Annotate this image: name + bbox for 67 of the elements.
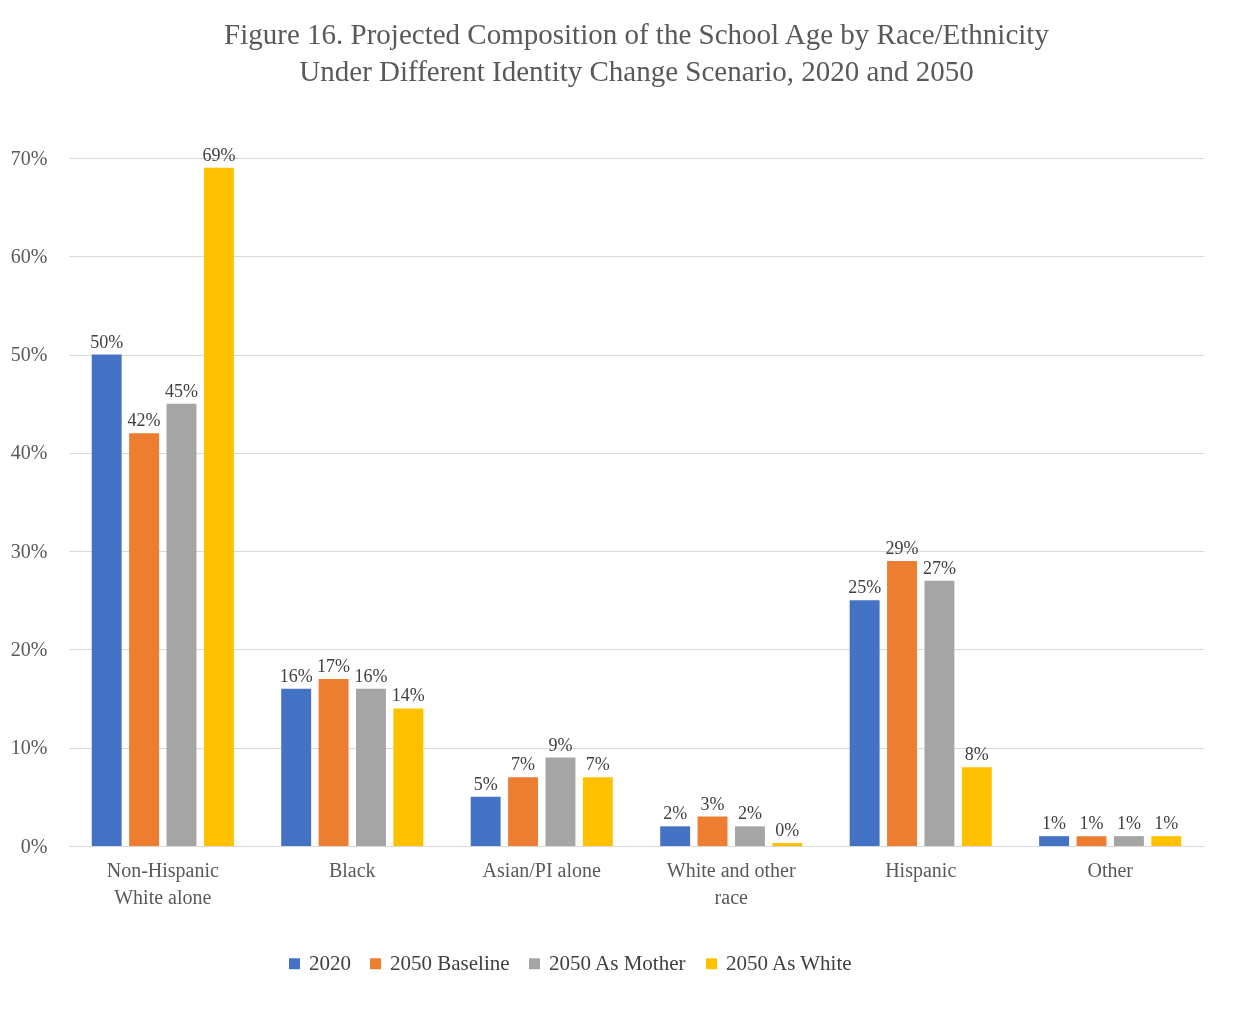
legend-label: 2050 As White: [726, 950, 852, 975]
bar: [545, 757, 576, 846]
data-label: 16%: [279, 665, 313, 686]
legend-label: 2050 As Mother: [549, 950, 686, 975]
bar: [1039, 836, 1070, 846]
data-label: 7%: [585, 754, 610, 775]
data-label: 5%: [473, 773, 498, 794]
bar: [697, 816, 728, 846]
bar: [924, 580, 955, 846]
x-tick-label: White and other race: [666, 858, 796, 908]
bar: [582, 777, 613, 846]
x-tick-label: Asian/PI alone: [482, 858, 602, 881]
y-tick-label: 20%: [10, 637, 48, 660]
bar: [166, 403, 197, 846]
data-label: 3%: [700, 793, 725, 814]
data-label: 14%: [391, 685, 425, 706]
x-tick-label: Black: [328, 858, 376, 881]
data-label: 69%: [202, 144, 236, 165]
y-tick-label: 30%: [10, 539, 48, 562]
bar: [772, 843, 803, 846]
y-tick-label: 50%: [10, 343, 48, 366]
bar: [849, 600, 880, 846]
x-tick-label: Non-Hispanic White alone: [106, 858, 220, 908]
y-tick-label: 70%: [10, 146, 48, 169]
data-label: 8%: [964, 744, 989, 765]
data-label: 2%: [663, 803, 688, 824]
data-label: 0%: [775, 820, 800, 841]
bar: [660, 826, 691, 846]
bar: [203, 167, 234, 846]
data-label: 9%: [548, 734, 573, 755]
bar: [1076, 836, 1107, 846]
data-label: 1%: [1154, 813, 1179, 834]
bar: [734, 826, 765, 846]
bar: [393, 708, 424, 846]
data-label: 7%: [511, 754, 536, 775]
legend-label: 2050 Baseline: [390, 950, 510, 975]
y-tick-label: 10%: [10, 736, 48, 759]
data-label: 1%: [1079, 813, 1104, 834]
chart-title: Figure 16. Projected Composition of the School Age by Race/Ethnicity Under Different Identity Change Scenario, 2020 and 2050: [224, 17, 1050, 87]
x-tick-label: Hispanic: [885, 858, 957, 882]
bar: [887, 560, 917, 846]
data-label: 45%: [164, 380, 198, 401]
data-label: 50%: [90, 331, 124, 352]
bar: [508, 777, 539, 846]
x-tick-label: Other: [1087, 858, 1134, 881]
data-label: 17%: [317, 655, 351, 676]
data-label: 16%: [354, 665, 388, 686]
y-tick-label: 60%: [10, 244, 48, 267]
y-tick-label: 40%: [10, 441, 48, 464]
y-tick-label: 0%: [20, 834, 48, 857]
bar: [318, 678, 349, 846]
bar: [961, 767, 992, 846]
legend-label: 2020: [309, 950, 351, 975]
bar: [1151, 836, 1182, 846]
bar: [281, 688, 312, 846]
data-label: 2%: [737, 803, 762, 824]
data-label: 1%: [1042, 813, 1067, 834]
data-label: 42%: [127, 410, 161, 431]
bar: [1113, 836, 1144, 846]
data-label: 1%: [1116, 813, 1141, 834]
bar: [470, 796, 501, 846]
data-label: 27%: [922, 557, 956, 578]
data-label: 25%: [848, 577, 882, 598]
bar: [356, 688, 386, 846]
data-label: 29%: [885, 537, 919, 558]
bar: [91, 354, 122, 846]
bar: [129, 433, 160, 846]
